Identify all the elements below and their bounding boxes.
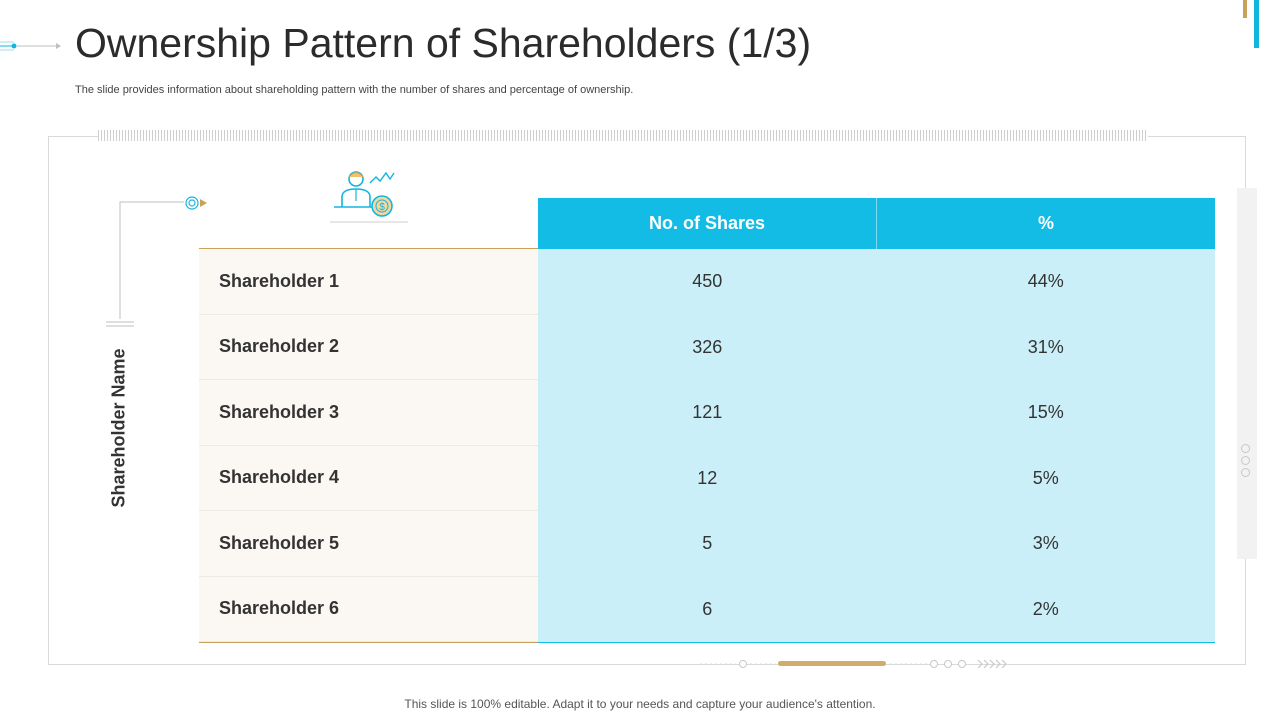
header-decoration-left xyxy=(0,41,61,51)
side-strip xyxy=(1237,188,1257,559)
target-arrow-icon xyxy=(185,196,207,210)
shareholder-name: Shareholder 2 xyxy=(199,314,538,380)
shares-cell: 450 xyxy=(538,249,877,315)
row-axis-label: Shareholder Name xyxy=(108,348,129,508)
shares-cell: 6 xyxy=(538,576,877,642)
corner-accent-blue xyxy=(1254,0,1259,48)
shares-cell: 121 xyxy=(538,380,877,446)
shares-cell: 5 xyxy=(538,511,877,577)
table-row: Shareholder 2 326 31% xyxy=(199,314,1215,380)
shares-cell: 12 xyxy=(538,445,877,511)
table-body: Shareholder 1 450 44% Shareholder 2 326 … xyxy=(199,249,1215,642)
shareholder-name: Shareholder 3 xyxy=(199,380,538,446)
shareholder-name: Shareholder 5 xyxy=(199,511,538,577)
shareholder-name: Shareholder 6 xyxy=(199,576,538,642)
table-row: Shareholder 1 450 44% xyxy=(199,249,1215,315)
percent-cell: 44% xyxy=(876,249,1215,315)
percent-cell: 5% xyxy=(876,445,1215,511)
column-header-percent: % xyxy=(1037,213,1054,233)
table-row: Shareholder 6 6 2% xyxy=(199,576,1215,642)
frame-tick-strip xyxy=(98,130,1148,141)
axis-connector xyxy=(106,201,184,327)
footer-note: This slide is 100% editable. Adapt it to… xyxy=(404,697,876,711)
table-row: Shareholder 3 121 15% xyxy=(199,380,1215,446)
percent-cell: 3% xyxy=(876,511,1215,577)
table-bottom-border xyxy=(199,642,1215,643)
header-divider xyxy=(199,248,538,249)
table-row: Shareholder 5 5 3% xyxy=(199,511,1215,577)
pager-decoration xyxy=(700,659,1007,669)
investor-dollar-icon: $ xyxy=(330,171,408,223)
shareholder-name: Shareholder 1 xyxy=(199,249,538,315)
percent-cell: 15% xyxy=(876,380,1215,446)
column-header-shares: No. of Shares xyxy=(538,198,877,249)
page-subtitle: The slide provides information about sha… xyxy=(75,84,634,96)
percent-cell: 31% xyxy=(876,314,1215,380)
shareholder-name: Shareholder 4 xyxy=(199,445,538,511)
shares-cell: 326 xyxy=(538,314,877,380)
side-dots xyxy=(1241,444,1251,480)
page-title: Ownership Pattern of Shareholders (1/3) xyxy=(75,20,812,66)
table-header: No. of Shares % xyxy=(538,198,1215,249)
svg-text:$: $ xyxy=(379,202,385,213)
table-row: Shareholder 4 12 5% xyxy=(199,445,1215,511)
corner-accent-gold xyxy=(1243,0,1247,18)
percent-cell: 2% xyxy=(876,576,1215,642)
